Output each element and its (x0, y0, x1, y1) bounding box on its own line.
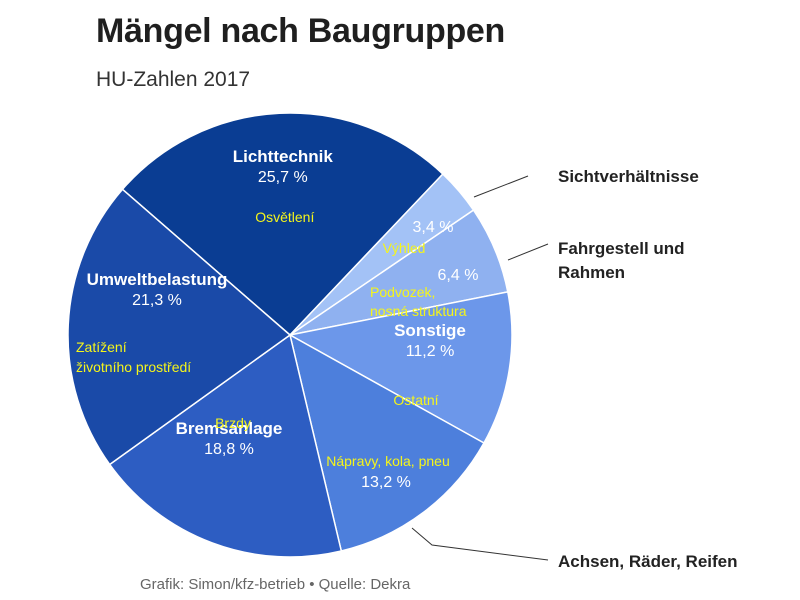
name-label-umweltbelastung: Umweltbelastung (87, 270, 228, 289)
name-label-bremsanlage: Bremsanlage (176, 419, 283, 438)
pct-label-sichtverhaeltnisse: 3,4 % (413, 219, 454, 236)
translation-label-sichtverhaeltnisse: Výhled (383, 240, 426, 256)
pct-label-fahrgestell-und-rahmen: 6,4 % (438, 267, 479, 284)
chart-title: Mängel nach Baugruppen (96, 12, 505, 50)
name-label-fahrgestell-und-rahmen: Rahmen (558, 263, 625, 282)
callout-achsen-raeder-reifen (411, 527, 549, 561)
name-label-sonstige: Sonstige (394, 321, 466, 340)
source-credit: Grafik: Simon/kfz-betrieb • Quelle: Dekr… (140, 576, 411, 593)
translation-label-umweltbelastung: životního prostředí (76, 359, 191, 375)
translation-label-bremsanlage: Brzdy (215, 415, 251, 431)
translation-label-fahrgestell-und-rahmen: nosná struktura (370, 303, 467, 319)
slice-umweltbelastung (67, 188, 292, 466)
callout-fahrgestell-und-rahmen (507, 243, 549, 261)
slice-sonstige (287, 290, 513, 445)
slice-achsen-raeder-reifen (288, 333, 485, 552)
translation-label-lichttechnik: Osvětlení (255, 209, 314, 225)
name-label-sichtverhaeltnisse: Sichtverhältnisse (558, 167, 699, 186)
pct-label-umweltbelastung: 21,3 % (132, 292, 182, 309)
chart-subtitle: HU-Zahlen 2017 (96, 68, 251, 91)
slice-labels: Lichttechnik 25,7 % Osvětlení 3,4 % Výhled 6,… (76, 147, 738, 571)
callout-lines (411, 175, 549, 561)
pct-label-bremsanlage: 18,8 % (204, 441, 254, 458)
translation-label-sonstige: Ostatní (393, 392, 438, 408)
pct-label-achsen-raeder-reifen: 13,2 % (361, 474, 411, 491)
pie-slices (67, 112, 513, 558)
pct-label-lichttechnik: 25,7 % (258, 169, 308, 186)
callout-sichtverhaeltnisse (473, 175, 529, 198)
translation-label-achsen-raeder-reifen: Nápravy, kola, pneu (326, 453, 449, 469)
slice-bremsanlage (108, 333, 343, 558)
name-label-lichttechnik: Lichttechnik (233, 147, 334, 166)
translation-label-fahrgestell-und-rahmen: Podvozek, (370, 284, 435, 300)
slice-lichttechnik (121, 112, 444, 337)
name-label-fahrgestell-und-rahmen: Fahrgestell und (558, 239, 685, 258)
pct-label-sonstige: 11,2 % (406, 343, 455, 360)
name-label-achsen-raeder-reifen: Achsen, Räder, Reifen (558, 552, 738, 571)
translation-label-umweltbelastung: Zatížení (76, 339, 127, 355)
